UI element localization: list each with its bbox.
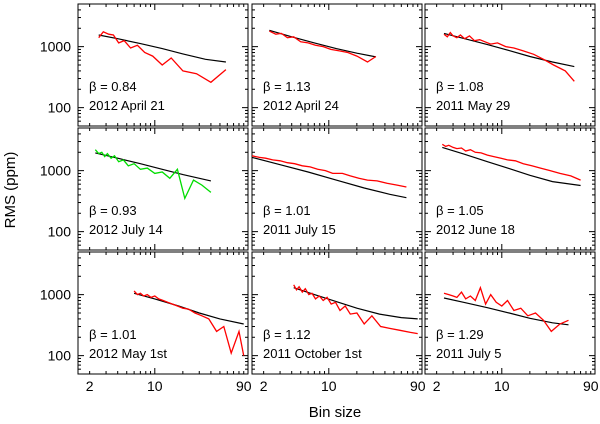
date-label: 2011 May 29	[436, 98, 510, 113]
model-curve	[98, 34, 226, 63]
y-tick-label: 1000	[40, 287, 71, 303]
x-tick-label: 2	[260, 378, 268, 394]
rms-data-curve	[252, 155, 407, 188]
date-label: 2012 July 14	[89, 222, 163, 237]
model-curve	[443, 297, 569, 326]
beta-label: β = 1.08	[436, 79, 484, 94]
date-label: 2012 April 24	[263, 98, 339, 113]
panel-5: β = 1.01 2011 July 15	[251, 127, 423, 251]
x-tick-label: 10	[321, 378, 337, 394]
panel-8: β = 1.12 2011 October 1st 2 10 90	[251, 251, 426, 394]
beta-label: β = 1.01	[263, 203, 311, 218]
model-curve	[252, 156, 407, 199]
x-tick-label: 90	[410, 378, 426, 394]
rms-data-curve	[269, 30, 377, 63]
x-tick-label: 90	[583, 378, 599, 394]
model-curve	[269, 29, 377, 58]
beta-label: β = 0.93	[89, 203, 137, 218]
y-tick-label: 100	[48, 348, 72, 364]
model-curve	[293, 287, 418, 320]
rms-data-curve	[293, 284, 418, 335]
beta-label: β = 1.01	[89, 327, 137, 342]
x-tick-label: 10	[494, 378, 510, 394]
rms-data-curve	[98, 30, 227, 84]
x-tick-label: 2	[86, 378, 94, 394]
date-label: 2012 May 1st	[89, 346, 167, 361]
date-label: 2011 July 15	[263, 222, 336, 237]
x-axis-title: Bin size	[309, 404, 362, 421]
y-tick-label: 1000	[40, 163, 71, 179]
date-label: 2012 April 21	[89, 98, 165, 113]
x-tick-label: 2	[433, 378, 441, 394]
panel-6: β = 1.05 2012 June 18	[424, 127, 596, 251]
y-tick-label: 100	[48, 224, 72, 240]
rms-data-curve	[133, 290, 245, 356]
rms-data-curve	[94, 149, 212, 201]
y-axis-title: RMS (ppm)	[2, 152, 19, 229]
panel-3: β = 1.08 2011 May 29	[424, 3, 596, 127]
panel-9: β = 1.29 2011 July 5 2 10 90	[424, 251, 599, 394]
beta-label: β = 0.84	[89, 79, 137, 94]
panel-2: β = 1.13 2012 April 24	[251, 3, 423, 127]
x-tick-label: 90	[236, 378, 252, 394]
date-label: 2012 June 18	[436, 222, 515, 237]
panel-grid: β = 0.84 2012 April 21 100 1000 β = 1.13 2012…	[40, 3, 599, 394]
panel-1: β = 0.84 2012 April 21 100 1000	[40, 3, 249, 127]
rms-data-curve	[441, 143, 581, 181]
y-tick-label: 1000	[40, 39, 71, 55]
beta-label: β = 1.12	[263, 327, 311, 342]
y-tick-label: 100	[48, 100, 72, 116]
panel-7: β = 1.01 2012 May 1st 100 1000 2 10 90	[40, 251, 252, 394]
model-curve	[95, 152, 212, 182]
panel-4: β = 0.93 2012 July 14 100 1000	[40, 127, 249, 251]
model-curve	[442, 146, 581, 187]
date-label: 2011 July 5	[436, 346, 502, 361]
beta-label: β = 1.29	[436, 327, 484, 342]
x-tick-label: 10	[147, 378, 163, 394]
rms-data-curve	[443, 285, 569, 333]
rms-data-curve	[443, 31, 575, 82]
date-label: 2011 October 1st	[263, 346, 362, 361]
beta-label: β = 1.13	[263, 79, 311, 94]
beta-label: β = 1.05	[436, 203, 484, 218]
